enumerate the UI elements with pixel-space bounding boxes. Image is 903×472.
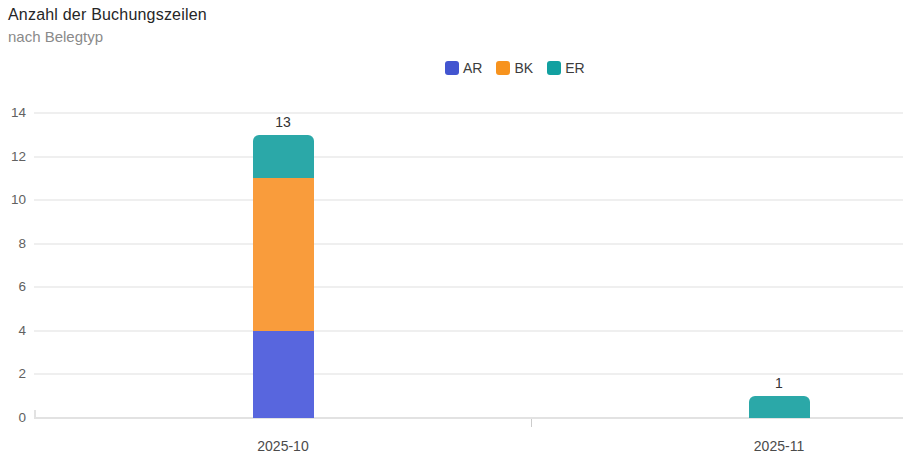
bar-total-label: 13 [253,113,313,131]
chart-header: Anzahl der Buchungszeilen nach Belegtyp [8,4,207,47]
bar-segment-er[interactable] [253,135,314,179]
category-divider-tick [531,419,532,427]
x-axis-tick-label: 2025-10 [233,437,333,455]
chart-legend: AR BK ER [445,60,585,76]
y-axis-tick-label: 6 [0,279,26,295]
y-axis-tick-label: 14 [0,105,26,121]
bar-segment-er[interactable] [749,396,810,418]
chart-card: Anzahl der Buchungszeilen nach Belegtyp … [0,0,903,472]
legend-item-bk[interactable]: BK [496,60,533,76]
gridline [34,156,903,158]
legend-item-er[interactable]: ER [547,60,584,76]
gridline [34,199,903,201]
legend-item-label: ER [565,60,584,76]
legend-swatch-er [547,61,561,75]
gridline [34,330,903,332]
legend-item-ar[interactable]: AR [445,60,482,76]
legend-item-label: AR [463,60,482,76]
gridline [34,286,903,288]
chart-subtitle: nach Belegtyp [8,26,207,47]
y-axis-line-stub [34,410,36,418]
gridline [34,112,903,114]
legend-swatch-bk [496,61,510,75]
y-axis-tick-label: 4 [0,323,26,339]
y-axis-tick-label: 0 [0,410,26,426]
legend-swatch-ar [445,61,459,75]
x-axis-tick-label: 2025-11 [729,437,829,455]
y-axis-tick-label: 10 [0,192,26,208]
y-axis-tick-label: 8 [0,236,26,252]
bar-segment-ar[interactable] [253,331,314,418]
gridline [34,243,903,245]
chart-title: Anzahl der Buchungszeilen [8,4,207,26]
bar-segment-bk[interactable] [253,178,314,330]
legend-item-label: BK [514,60,533,76]
y-axis-tick-label: 2 [0,366,26,382]
bar-total-label: 1 [749,374,809,392]
y-axis-tick-label: 12 [0,149,26,165]
